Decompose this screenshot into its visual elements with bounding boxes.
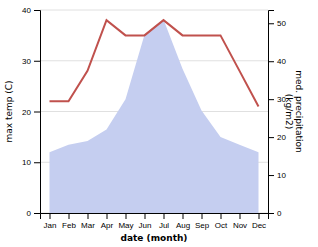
tick-label: May [118,221,133,230]
tick: Apr [101,213,114,230]
tick: Jun [139,213,152,230]
tick: Feb [62,213,76,230]
tick-mark [69,213,70,219]
tick-mark [34,112,40,113]
tick-mark [145,213,146,219]
chart: Jan Feb Mar Apr May Jun Jul Aug Sep Oct Nov Dec 0 10 2… [0,0,318,247]
tick-label: 50 [277,19,286,28]
tick: 10 [22,158,40,167]
tick-mark [164,213,165,219]
y2-axis-title-line: (kg/m2) [284,94,294,129]
tick-label: Oct [215,221,228,230]
tick-label: Nov [233,221,247,230]
plot: Jan Feb Mar Apr May Jun Jul Aug Sep Oct Nov Dec 0 10 2… [4,6,304,243]
tick-label: 0 [277,209,282,218]
tick: 30 [22,57,40,66]
tick: 20 [22,108,40,117]
tick-mark [268,23,274,24]
tick-label: 30 [22,57,31,66]
tick-label: Feb [62,221,76,230]
tick: 20 [268,133,286,142]
x-axis-title: date (month) [121,233,188,243]
y2-axis: 0 10 20 30 40 50 [268,11,286,219]
tick: Mar [81,213,95,230]
tick-label: Aug [176,221,190,230]
tick-mark [34,213,40,214]
y2-axis-title: med. precipitation(kg/m2) [284,70,304,152]
line [50,20,259,106]
tick-mark [88,213,89,219]
tick-label: Jun [139,221,152,230]
tick-label: 0 [27,209,32,218]
tick-mark [34,61,40,62]
tick-label: Mar [81,221,95,230]
tick-label: 40 [22,6,31,15]
marks [50,19,259,213]
tick-label: 40 [277,57,286,66]
tick-mark [268,61,274,62]
tick-label: 10 [277,171,286,180]
tick-mark [259,213,260,219]
tick-label: 20 [277,133,286,142]
tick: Jan [44,213,57,230]
tick: 30 [268,95,286,104]
tick-mark [202,213,203,219]
tick: Dec [252,213,266,230]
tick-label: Sep [195,221,210,230]
x-axis: Jan Feb Mar Apr May Jun Jul Aug Sep Oct Nov Dec [41,213,269,230]
y2-axis-title-line: med. precipitation [294,70,304,152]
tick-mark [221,213,222,219]
tick-mark [34,10,40,11]
tick-label: 10 [22,158,31,167]
tick: 0 [27,209,40,218]
area [50,19,259,213]
tick-mark [126,213,127,219]
tick: May [118,213,133,230]
tick-mark [240,213,241,219]
axis-line [34,11,41,214]
tick-label: Apr [101,221,114,230]
tick-label: Jul [159,221,169,230]
grid-line [40,10,268,11]
tick-label: Dec [252,221,266,230]
tick-mark [268,213,274,214]
tick: 10 [268,171,286,180]
tick: 0 [268,209,282,218]
tick-mark [268,137,274,138]
tick-mark [107,213,108,219]
tick: Aug [176,213,190,230]
tick-mark [268,175,274,176]
tick: Nov [233,213,247,230]
grid [40,10,268,213]
y-axis-title: max temp (C) [4,80,14,142]
tick: Sep [195,213,210,230]
tick: 40 [22,6,40,15]
tick-mark [50,213,51,219]
tick-mark [34,162,40,163]
tick-label: Jan [44,221,57,230]
tick: Oct [215,213,228,230]
tick: 40 [268,57,286,66]
axis-line [269,11,275,214]
tick-mark [268,99,274,100]
y-axis: 0 10 20 30 40 [22,6,40,218]
tick-mark [183,213,184,219]
tick: Jul [159,213,169,230]
tick: 50 [268,19,286,28]
tick-label: 20 [22,108,31,117]
axis-line [41,214,269,220]
